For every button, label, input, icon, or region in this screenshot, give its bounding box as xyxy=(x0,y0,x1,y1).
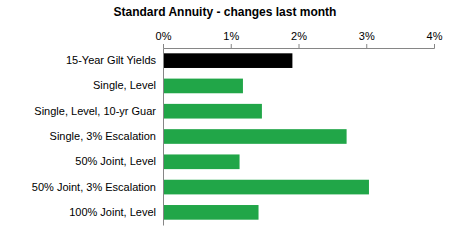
category-label: Single, Level, 10-yr Guar xyxy=(34,105,156,117)
title: Standard Annuity - changes last month xyxy=(114,5,337,19)
bar xyxy=(163,129,347,144)
bar xyxy=(163,205,259,220)
tick-label: 3% xyxy=(359,30,375,42)
bar xyxy=(163,154,240,169)
value-axis: 0% 1% 2% 3% 4% xyxy=(156,30,443,49)
axis-line xyxy=(163,49,164,226)
axis-line xyxy=(164,44,435,49)
tick: 0% xyxy=(156,30,172,48)
tick: 2% xyxy=(291,30,307,48)
bar xyxy=(163,53,292,68)
tick: 15-Year Gilt Yields xyxy=(66,54,163,66)
tick: 1% xyxy=(223,30,239,48)
tick: 50% Joint, 3% Escalation xyxy=(32,181,163,193)
category-label: Single, 3% Escalation xyxy=(50,130,156,142)
tick: 3% xyxy=(359,30,375,48)
tick: Single, Level, 10-yr Guar xyxy=(34,105,163,117)
tick-mark xyxy=(163,44,164,48)
bar xyxy=(163,180,369,195)
category-axis: 15-Year Gilt Yields Single, Level Single, … xyxy=(32,49,164,226)
category-label: 100% Joint, Level xyxy=(69,206,156,218)
tick-mark xyxy=(434,44,435,48)
tick-label: 1% xyxy=(223,30,239,42)
category-label: 50% Joint, 3% Escalation xyxy=(32,181,156,193)
tick-mark xyxy=(231,44,232,48)
category-label: 50% Joint, Level xyxy=(75,155,156,167)
tick: Single, 3% Escalation xyxy=(50,130,163,142)
tick: 4% xyxy=(427,30,443,48)
tick-label: 4% xyxy=(427,30,443,42)
category-label: Single, Level xyxy=(93,79,156,91)
bar xyxy=(163,79,243,94)
tick-label: 2% xyxy=(291,30,307,42)
tick: Single, Level xyxy=(93,79,163,91)
bars xyxy=(163,53,369,219)
bar xyxy=(163,104,262,119)
tick-mark xyxy=(299,44,300,48)
category-label: 15-Year Gilt Yields xyxy=(66,54,157,66)
tick-mark xyxy=(366,44,367,48)
plot: 0% 1% 2% 3% 4% 15-Year Gilt Yields Single, Lev… xyxy=(32,30,443,226)
tick: 50% Joint, Level xyxy=(75,155,163,167)
chart: Standard Annuity - changes last month 0% 1… xyxy=(0,0,450,229)
tick-label: 0% xyxy=(156,30,172,42)
tick: 100% Joint, Level xyxy=(69,206,163,218)
